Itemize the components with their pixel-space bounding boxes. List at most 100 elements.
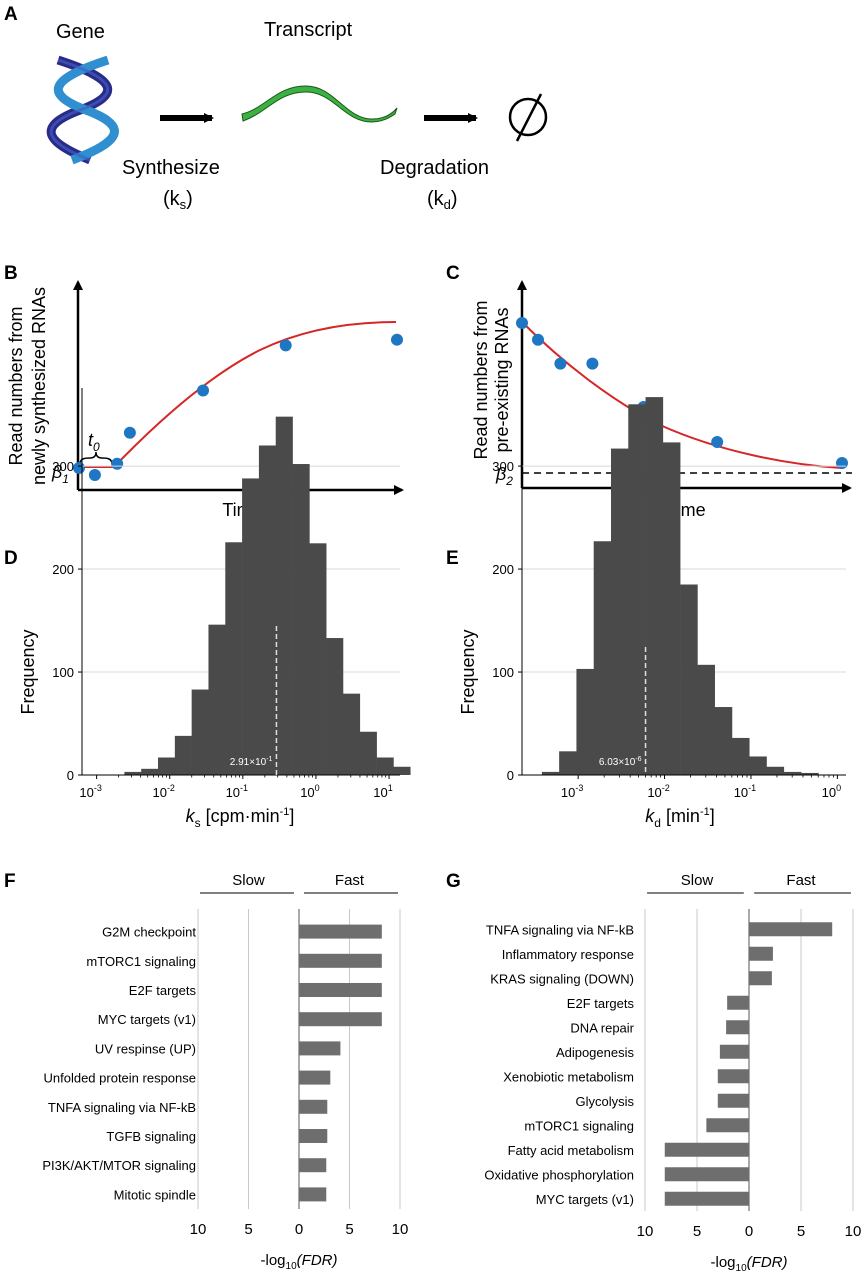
g-xtick-label-2: 0 xyxy=(745,1223,753,1240)
d-bin-0 xyxy=(124,771,142,775)
f-bar-1 xyxy=(299,953,382,968)
g-x-label: -log10(FDR) xyxy=(711,1254,788,1274)
panel-label-c: C xyxy=(446,263,460,284)
d-ytick-label-3: 300 xyxy=(52,459,74,474)
g-header-fast: Fast xyxy=(786,872,816,889)
d-bin-8 xyxy=(258,445,277,775)
e-bin-3 xyxy=(593,541,612,775)
e-bin-11 xyxy=(731,737,750,775)
empty-set-icon xyxy=(508,93,548,142)
f-bar-9 xyxy=(299,1187,327,1202)
e-ytick-label-3: 300 xyxy=(492,459,514,474)
e-bin-9 xyxy=(697,664,715,775)
e-xtick-label-0: 10-3 xyxy=(561,783,583,800)
f-bar-3 xyxy=(299,1012,382,1027)
e-bin-15 xyxy=(801,772,819,775)
g-bar-3 xyxy=(727,995,749,1010)
e-bin-2 xyxy=(576,668,595,775)
panel-label-d: D xyxy=(4,548,18,569)
g-xtick-label-3: 5 xyxy=(797,1223,805,1240)
gene-label: Gene xyxy=(56,21,105,43)
b-point-5 xyxy=(279,339,292,352)
c-y-label-line2: pre-existing RNAs xyxy=(492,307,512,452)
b-point-0 xyxy=(73,462,85,474)
f-category-label-8: PI3K/AKT/MTOR signaling xyxy=(42,1158,196,1173)
d-x-label: ks [cpm·min-1] xyxy=(186,806,295,830)
g-category-label-4: DNA repair xyxy=(570,1020,634,1035)
transcript-icon xyxy=(241,85,398,123)
d-bin-15 xyxy=(376,757,394,775)
f-xtick-label-4: 10 xyxy=(392,1221,409,1238)
c-point-6 xyxy=(836,457,848,469)
e-bin-5 xyxy=(628,404,646,775)
d-bin-4 xyxy=(191,689,209,775)
g-bar-8 xyxy=(706,1118,749,1133)
f-category-label-6: TNFA signaling via NF-kB xyxy=(48,1100,196,1115)
g-bar-1 xyxy=(749,946,773,961)
d-bin-11 xyxy=(309,543,327,775)
f-category-label-2: E2F targets xyxy=(129,983,197,998)
d-ytick-label-2: 200 xyxy=(52,562,74,577)
d-ytick-label-0: 0 xyxy=(67,768,74,783)
panel-label-b: B xyxy=(4,263,18,284)
f-x-label: -log10(FDR) xyxy=(261,1252,338,1272)
g-bar-2 xyxy=(749,971,772,986)
f-xtick-label-2: 0 xyxy=(295,1221,303,1238)
c-fit-curve xyxy=(521,321,843,469)
f-bar-0 xyxy=(299,924,382,939)
e-xtick-label-3: 100 xyxy=(822,783,841,800)
d-bin-7 xyxy=(242,478,260,775)
g-category-label-3: E2F targets xyxy=(567,996,635,1011)
d-bin-5 xyxy=(208,624,226,775)
synthesize-rate: (ks) xyxy=(163,188,193,212)
b-point-1 xyxy=(88,469,101,482)
e-bin-12 xyxy=(749,756,767,775)
d-bin-14 xyxy=(359,731,377,775)
d-bin-9 xyxy=(275,416,293,775)
d-median-label: 2.91×10-1 xyxy=(230,756,273,768)
g-category-label-9: Fatty acid metabolism xyxy=(508,1143,634,1158)
f-category-label-9: Mitotic spindle xyxy=(114,1187,196,1202)
f-category-label-5: Unfolded protein response xyxy=(44,1071,197,1086)
g-bar-0 xyxy=(749,922,833,937)
d-bin-13 xyxy=(342,693,361,775)
b-beta-label: β1 xyxy=(51,462,69,486)
e-bin-14 xyxy=(783,771,802,775)
e-bin-6 xyxy=(645,397,664,775)
d-xtick-label-2: 10-1 xyxy=(226,783,248,800)
b-y-label-line2: newly synthesized RNAs xyxy=(29,287,49,485)
g-xtick-label-0: 10 xyxy=(637,1223,654,1240)
d-xtick-label-4: 101 xyxy=(373,783,392,800)
dna-helix-icon xyxy=(46,55,119,165)
panel-label-e: E xyxy=(446,548,459,569)
c-point-5 xyxy=(711,436,724,448)
g-xtick-label-1: 5 xyxy=(693,1223,701,1240)
d-xtick-label-3: 100 xyxy=(300,783,319,800)
f-header-slow: Slow xyxy=(232,872,265,889)
e-x-label: kd [min-1] xyxy=(645,806,715,830)
panel-label-f: F xyxy=(4,871,16,892)
f-bar-chart: Slow Fast G2M checkpoint mTORC1 signaling E2… xyxy=(42,872,408,1272)
f-bar-4 xyxy=(299,1041,341,1056)
b-point-6 xyxy=(391,333,403,346)
f-category-label-0: G2M checkpoint xyxy=(102,925,196,940)
panel-label-a: A xyxy=(4,4,18,25)
c-point-1 xyxy=(532,333,544,346)
d-xtick-label-0: 10-3 xyxy=(79,783,101,800)
e-ytick-label-1: 100 xyxy=(492,665,514,680)
e-bin-1 xyxy=(559,751,577,775)
b-point-4 xyxy=(197,384,210,397)
d-y-label: Frequency xyxy=(18,629,38,714)
b-point-3 xyxy=(123,426,136,439)
e-bin-13 xyxy=(766,766,785,775)
g-bar-11 xyxy=(664,1191,749,1206)
e-bin-8 xyxy=(680,584,698,775)
d-bin-12 xyxy=(326,638,344,775)
b-point-2 xyxy=(111,457,124,470)
f-xtick-label-3: 5 xyxy=(345,1221,353,1238)
e-bin-7 xyxy=(662,442,681,775)
e-ytick-label-0: 0 xyxy=(507,768,514,783)
f-bar-7 xyxy=(299,1129,328,1143)
synthesize-label: Synthesize xyxy=(122,157,220,179)
f-category-label-1: mTORC1 signaling xyxy=(86,954,196,969)
